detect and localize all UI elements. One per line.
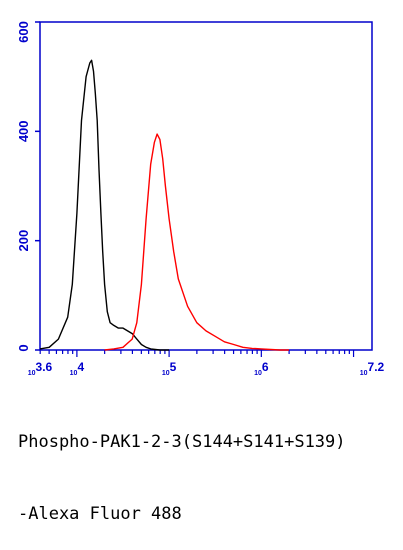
series-line-1 [104,133,289,351]
x-axis-label-line-1: Phospho-PAK1-2-3(S144+S141+S139) [18,432,346,452]
x-tick-label-1: 104 [70,360,85,377]
x-tick-label-3: 106 [254,360,269,377]
histogram-chart: 0 200 400 600 103.6 104 105 106 107.2 [16,21,385,377]
x-axis-label: Phospho-PAK1-2-3(S144+S141+S139) -Alexa … [18,382,403,550]
y-tick-label-3: 600 [16,21,31,43]
y-tick-label-0: 0 [16,344,31,351]
y-tick-label-2: 400 [16,120,31,142]
x-tick-label-4: 107.2 [360,360,385,377]
x-axis-label-line-2: -Alexa Fluor 488 [18,504,182,524]
series-layer [39,59,289,351]
y-tick-label-1: 200 [16,230,31,252]
x-axis: 103.6 104 105 106 107.2 [28,350,385,377]
plot-area-frame [39,21,373,351]
x-tick-label-2: 105 [162,360,177,377]
x-tick-label-0: 103.6 [28,360,53,377]
y-axis: 0 200 400 600 [16,21,40,352]
series-line-0 [39,59,170,351]
